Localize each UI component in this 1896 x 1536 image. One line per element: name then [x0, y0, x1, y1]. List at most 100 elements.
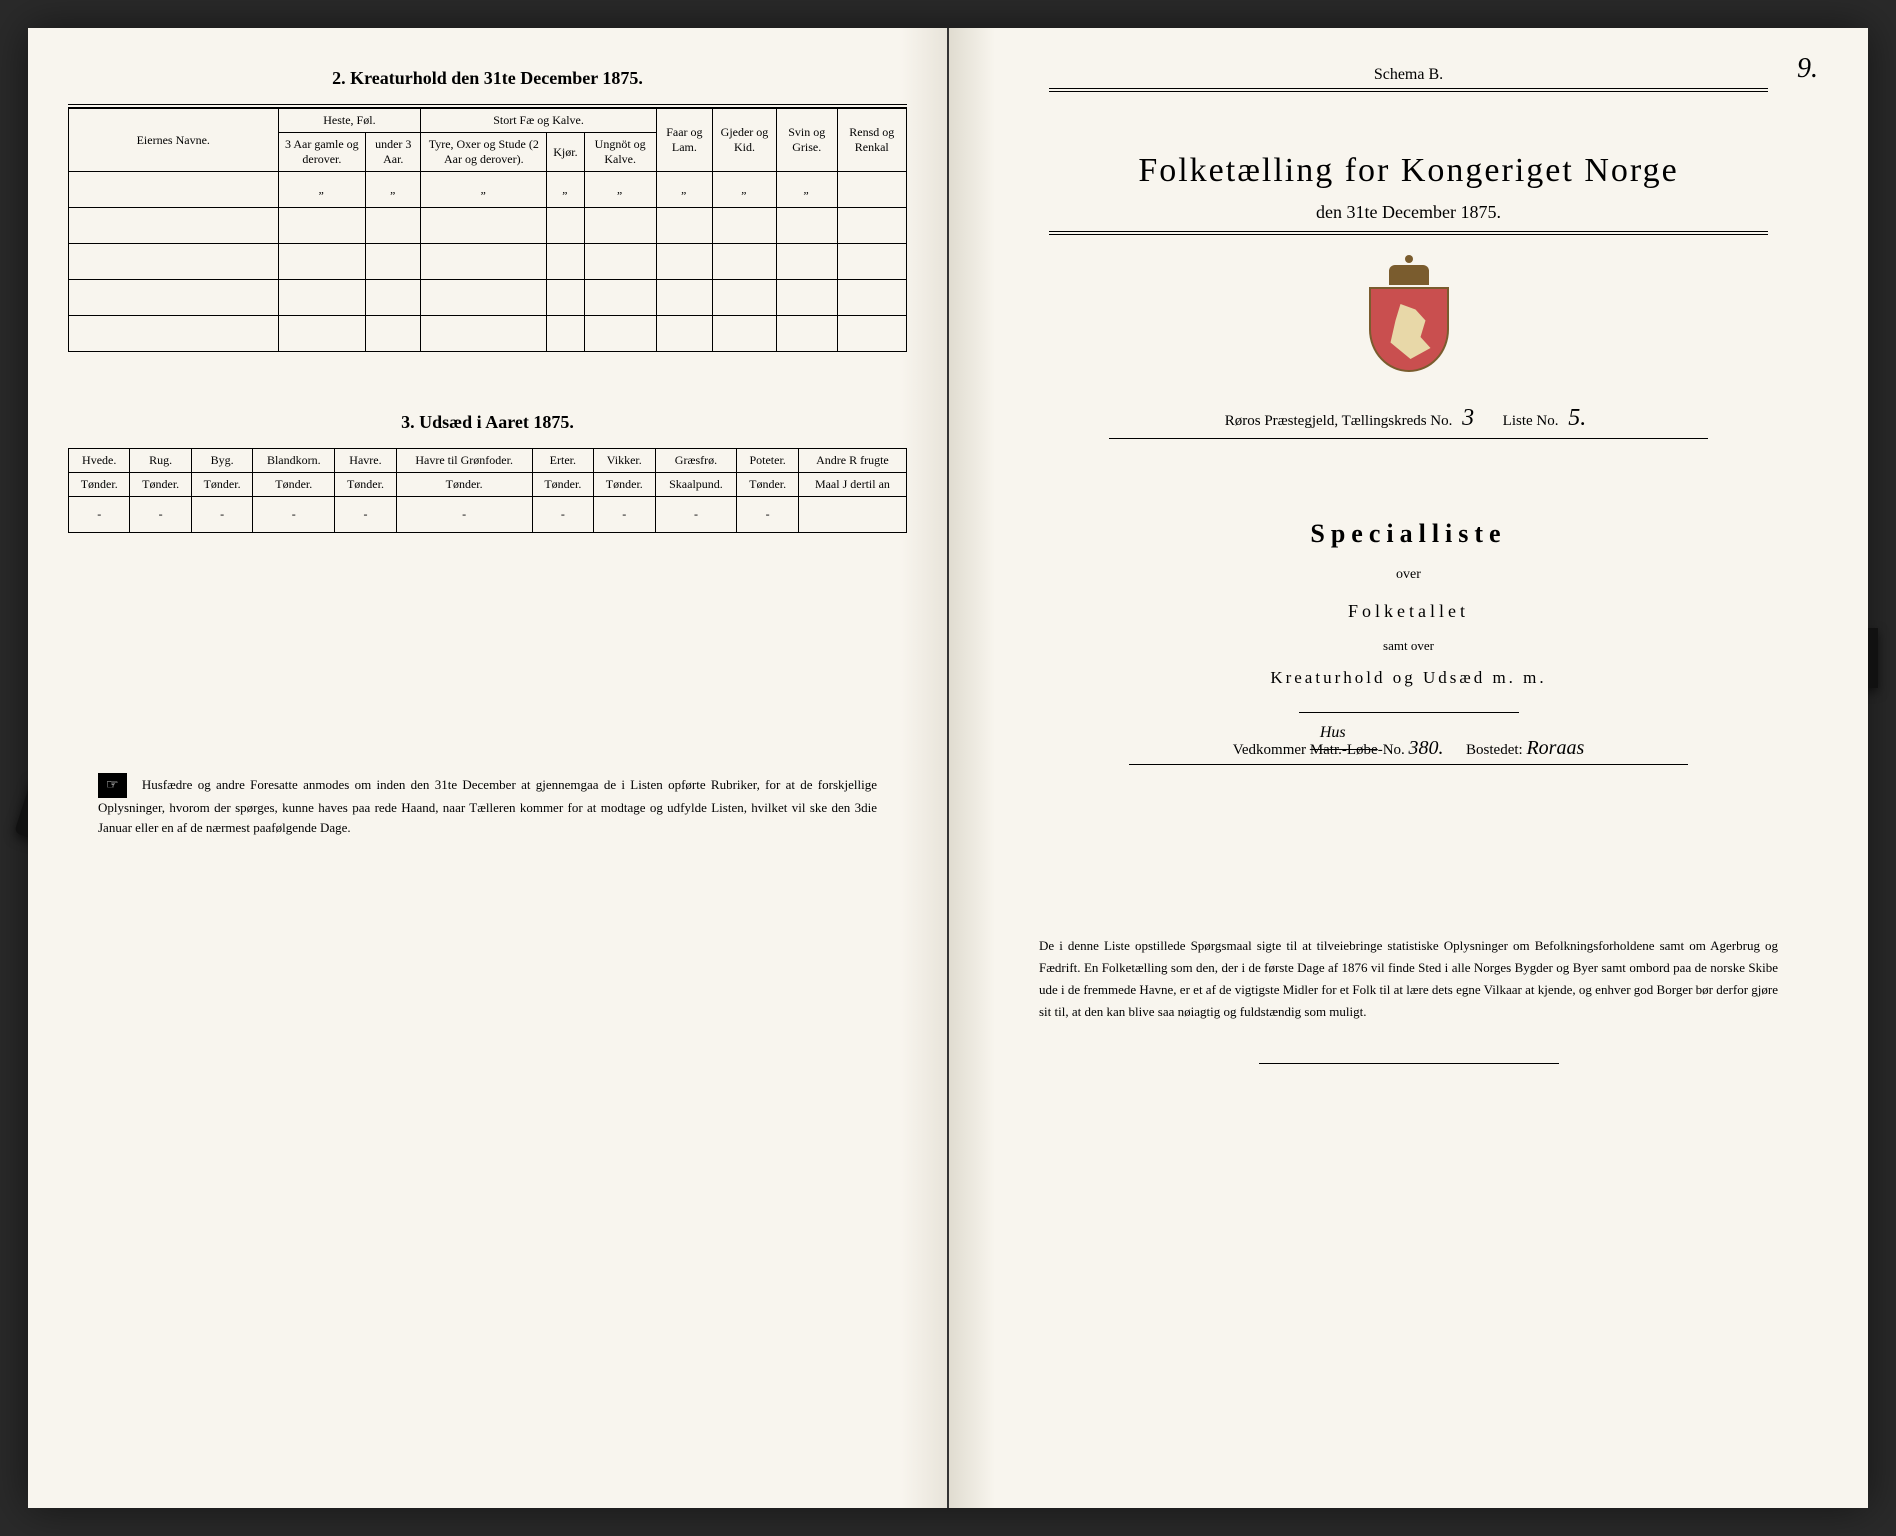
col-cattle-a: Tyre, Oxer og Stude (2 Aar og derover).: [421, 133, 547, 172]
kreatur-label: Kreaturhold og Udsæd m. m.: [989, 668, 1828, 688]
footnote-text: Husfædre og andre Foresatte anmodes om i…: [98, 777, 877, 835]
seed-unit: Maal J dertil an: [798, 473, 906, 497]
seed-unit: Tønder.: [130, 473, 191, 497]
section2-title: 2. Kreaturhold den 31te December 1875.: [68, 68, 907, 89]
book-spread: 2. Kreaturhold den 31te December 1875. E…: [28, 28, 1868, 1508]
cell-dash: -: [253, 497, 335, 533]
seed-col: Hvede.: [69, 449, 130, 473]
meta-prefix: Røros Præstegjeld, Tællingskreds No.: [1225, 413, 1453, 429]
samt-label: samt over: [989, 638, 1828, 654]
col-horses-b: under 3 Aar.: [366, 133, 421, 172]
cell-tick: „: [776, 172, 837, 208]
right-paragraph: De i denne Liste opstillede Spørgsmaal s…: [1039, 935, 1778, 1023]
cell-dash: -: [191, 497, 252, 533]
census-title: Folketælling for Kongeriget Norge: [989, 152, 1828, 190]
table-row: - - - - - - - - - -: [69, 497, 907, 533]
rule: [1109, 438, 1708, 439]
cell-tick: „: [278, 172, 366, 208]
seed-unit: Tønder.: [191, 473, 252, 497]
seed-unit: Tønder.: [594, 473, 655, 497]
col-sheep: Faar og Lam.: [656, 109, 712, 172]
seed-unit: Tønder.: [737, 473, 798, 497]
cell-dash: -: [130, 497, 191, 533]
table-row: [69, 316, 907, 352]
pointing-hand-icon: ☞: [98, 773, 127, 798]
seed-col: Erter.: [532, 449, 593, 473]
over-label: over: [989, 567, 1828, 583]
footnote-block: ☞ Husfædre og andre Foresatte anmodes om…: [68, 773, 907, 837]
seed-col: Andre R frugte: [798, 449, 906, 473]
rule: [1129, 764, 1688, 765]
page-number: 9.: [1797, 53, 1818, 85]
livestock-table: Eiernes Navne. Heste, Føl. Stort Fæ og K…: [68, 108, 907, 352]
vedkommer-line: Vedkommer Hus Matr.-Løbe -No. 380. Boste…: [989, 737, 1828, 760]
left-page: 2. Kreaturhold den 31te December 1875. E…: [28, 28, 949, 1508]
seed-col: Blandkorn.: [253, 449, 335, 473]
seed-col: Græsfrø.: [655, 449, 737, 473]
census-subtitle: den 31te December 1875.: [989, 202, 1828, 223]
bostedet-value: Roraas: [1526, 737, 1584, 759]
col-horses-a: 3 Aar gamle og derover.: [278, 133, 366, 172]
section3-title: 3. Udsæd i Aaret 1875.: [68, 412, 907, 433]
col-pigs: Svin og Grise.: [776, 109, 837, 172]
coat-of-arms-icon: [1364, 265, 1454, 375]
meta-liste-value: 5.: [1562, 405, 1592, 431]
col-goats: Gjeder og Kid.: [713, 109, 777, 172]
seed-col: Vikker.: [594, 449, 655, 473]
seed-unit: Tønder.: [335, 473, 396, 497]
col-owners: Eiernes Navne.: [69, 109, 279, 172]
meta-kreds-value: 3: [1456, 405, 1480, 431]
seed-col: Poteter.: [737, 449, 798, 473]
vedk-no: -No.: [1378, 742, 1405, 758]
cell-tick: „: [366, 172, 421, 208]
cell-dash: -: [335, 497, 396, 533]
rule: [1049, 231, 1768, 235]
cell-tick: „: [656, 172, 712, 208]
shield-icon: [1369, 287, 1449, 372]
col-cattle-b: Kjør.: [547, 133, 584, 172]
rule: [1259, 1063, 1559, 1064]
col-cattle-group: Stort Fæ og Kalve.: [421, 109, 656, 133]
table-row: [69, 208, 907, 244]
cell-dash: -: [737, 497, 798, 533]
right-page: 9. Schema B. Folketælling for Kongeriget…: [949, 28, 1868, 1508]
cell-tick: „: [547, 172, 584, 208]
meta-line: Røros Præstegjeld, Tællingskreds No. 3 L…: [989, 405, 1828, 432]
seed-col: Havre til Grønfoder.: [396, 449, 532, 473]
table-row: „ „ „ „ „ „ „ „: [69, 172, 907, 208]
folketallet-label: Folketallet: [989, 601, 1828, 622]
col-rein: Rensd og Renkal: [837, 109, 906, 172]
seed-col: Byg.: [191, 449, 252, 473]
vedk-num: 380.: [1409, 737, 1444, 759]
rule: [1299, 712, 1519, 713]
meta-liste-label: Liste No.: [1503, 413, 1559, 429]
col-cattle-c: Ungnöt og Kalve.: [584, 133, 656, 172]
specialliste-title: Specialliste: [989, 519, 1828, 549]
cell-dash: -: [655, 497, 737, 533]
seed-unit: Tønder.: [253, 473, 335, 497]
cell-dash: -: [69, 497, 130, 533]
crown-icon: [1389, 265, 1429, 285]
lion-icon: [1386, 304, 1436, 359]
table-row: [69, 244, 907, 280]
seed-col: Rug.: [130, 449, 191, 473]
seed-table: Hvede. Rug. Byg. Blandkorn. Havre. Havre…: [68, 448, 907, 533]
schema-label: Schema B.: [989, 66, 1828, 84]
col-horses-group: Heste, Føl.: [278, 109, 421, 133]
cell-tick: „: [421, 172, 547, 208]
rule: [1049, 88, 1768, 92]
cell-dash: -: [532, 497, 593, 533]
seed-unit: Tønder.: [69, 473, 130, 497]
table-row: [69, 280, 907, 316]
seed-col: Havre.: [335, 449, 396, 473]
cell-tick: „: [584, 172, 656, 208]
bostedet-label: Bostedet:: [1466, 742, 1523, 758]
cell-dash: -: [396, 497, 532, 533]
vedk-hand-above: Hus: [1320, 724, 1346, 742]
vedk-label: Vedkommer: [1233, 742, 1306, 758]
seed-unit: Tønder.: [396, 473, 532, 497]
cell-dash: -: [594, 497, 655, 533]
cell-tick: „: [713, 172, 777, 208]
seed-unit: Tønder.: [532, 473, 593, 497]
vedk-strike: Matr.-Løbe: [1310, 742, 1378, 758]
